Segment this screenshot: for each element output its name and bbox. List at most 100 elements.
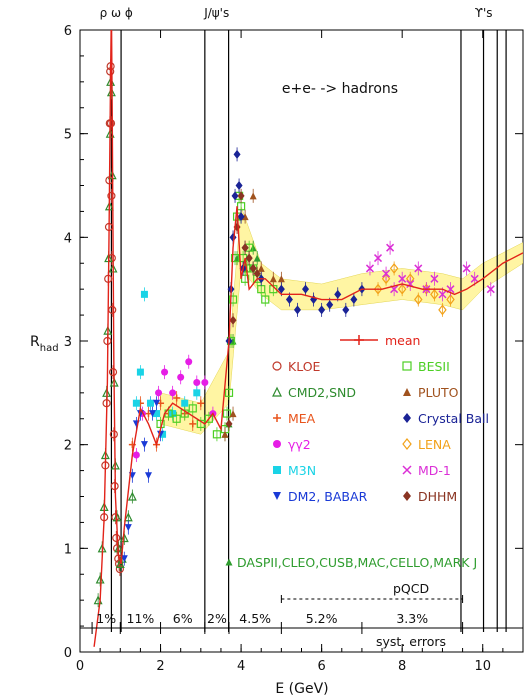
y-tick-label: 2: [64, 439, 72, 454]
data-point: [269, 275, 277, 283]
data-point: [124, 524, 132, 532]
rho-peak-curve: [93, 30, 125, 647]
data-point: [414, 294, 423, 306]
y-axis-title-main: R: [30, 334, 40, 350]
axes: 0 2 4 6 8 10 0 1 2 3 4 5 6: [64, 24, 524, 674]
syst-error-label: 11%: [127, 611, 155, 626]
data-point: [95, 574, 105, 584]
legend-mean-label: mean: [385, 333, 420, 348]
data-point: [153, 410, 161, 418]
x-tick-label: 2: [156, 659, 164, 674]
syst-error-label: 2%: [207, 611, 227, 626]
legend-label-Crystal Ball: Crystal Ball: [418, 411, 489, 426]
data-point: [185, 358, 193, 366]
data-point: [285, 295, 293, 305]
y-tick-label: 3: [64, 335, 72, 350]
mean-curve-layer: [93, 30, 523, 647]
data-point: [204, 414, 213, 423]
data-point: [225, 419, 233, 429]
data-point: [249, 192, 257, 200]
data-point: [373, 283, 383, 295]
data-point: [381, 273, 391, 285]
data-point: [161, 368, 169, 376]
y-tick-label: 0: [64, 646, 72, 661]
data-point: [253, 254, 261, 262]
syst-error-label: 3.3%: [396, 611, 428, 626]
data-point: [181, 399, 189, 407]
data-point: [272, 361, 282, 371]
chart-title: e+e- -> hadrons: [282, 81, 398, 97]
uncertainty-band: [160, 206, 523, 435]
legend-label-KLOE: KLOE: [288, 359, 321, 374]
data-point: [386, 243, 395, 252]
data-point: [402, 438, 412, 450]
data-point: [350, 295, 358, 305]
x-tick-label: 6: [317, 659, 325, 674]
data-point: [235, 181, 243, 190]
data-point: [402, 361, 412, 371]
data-point: [273, 414, 281, 422]
resonance-label: ϒ's: [475, 6, 493, 20]
y-tick-label: 6: [64, 24, 72, 39]
data-point: [177, 373, 185, 381]
data-point: [397, 283, 407, 295]
data-point: [318, 305, 326, 315]
data-point: [277, 275, 285, 283]
data-point: [245, 253, 253, 263]
data-point: [106, 119, 116, 128]
data-point: [261, 295, 270, 304]
data-point: [326, 300, 334, 310]
data-point: [153, 399, 161, 407]
data-point: [430, 274, 439, 283]
y-tick-label: 4: [64, 231, 72, 246]
data-point: [132, 451, 140, 459]
data-point: [189, 420, 197, 428]
data-point: [148, 410, 156, 418]
data-point: [253, 269, 261, 279]
data-point: [140, 441, 148, 449]
data-point: [197, 399, 205, 407]
data-point: [389, 262, 399, 274]
data-point: [402, 465, 412, 475]
x-tick-label: 0: [76, 659, 84, 674]
uncertainty-band-layer: [160, 206, 523, 435]
y-tick-label: 5: [64, 128, 72, 143]
y-tick-label: 1: [64, 542, 72, 557]
data-point: [233, 149, 241, 159]
data-point: [159, 430, 167, 438]
legend-label-M3N: M3N: [288, 463, 316, 478]
data-point: [193, 378, 201, 386]
data-point: [241, 243, 249, 253]
x-tick-label: 8: [398, 659, 406, 674]
data-point: [334, 289, 342, 299]
data-point: [201, 378, 209, 386]
legend-label-MEA: MEA: [288, 411, 316, 426]
pqcd-label: pQCD: [393, 581, 429, 596]
mean-curve: [123, 206, 523, 528]
data-point: [120, 555, 128, 563]
x-tick-label: 10: [474, 659, 491, 674]
data-point: [373, 254, 383, 263]
data-point: [146, 399, 154, 407]
data-point: [172, 414, 181, 423]
data-point: [272, 386, 282, 397]
data-point: [112, 533, 121, 543]
syst-error-label: 5.2%: [306, 611, 338, 626]
resonance-lines-layer: [110, 30, 507, 632]
legend-label-CMD2,SND: CMD2,SND: [288, 385, 356, 400]
data-point: [136, 368, 144, 376]
data-point: [414, 264, 423, 273]
data-point: [222, 409, 232, 418]
data-point: [157, 430, 165, 438]
data-point: [229, 410, 237, 418]
data-point: [224, 388, 234, 397]
data-point: [446, 294, 455, 306]
data-point: [193, 389, 201, 397]
data-point: [108, 368, 118, 377]
data-point: [273, 492, 281, 500]
x-axis-title: E (GeV): [275, 681, 328, 697]
resonance-label: J/ψ's: [203, 6, 229, 20]
data-point: [241, 213, 249, 221]
syst-error-label: 6%: [173, 611, 193, 626]
